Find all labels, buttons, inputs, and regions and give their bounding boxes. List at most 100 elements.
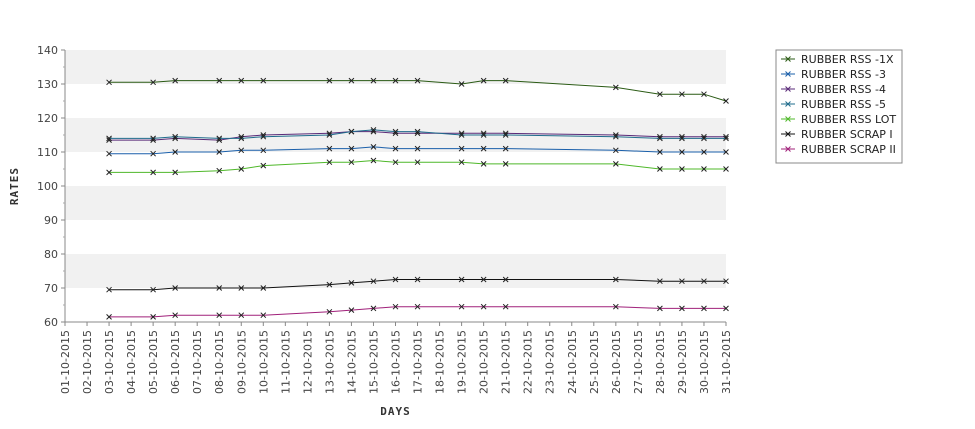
- data-point-marker: [348, 159, 355, 166]
- data-point-marker: [172, 169, 179, 176]
- legend-item: RUBBER RSS -3: [781, 68, 886, 81]
- data-point-marker: [480, 161, 487, 167]
- legend-label: RUBBER RSS -3: [801, 68, 886, 81]
- data-point-marker: [502, 303, 509, 310]
- data-point-marker: [392, 145, 399, 152]
- data-point-marker: [458, 132, 465, 138]
- data-point-marker: [348, 280, 355, 286]
- data-point-marker: [260, 147, 267, 154]
- data-point-marker: [392, 276, 399, 283]
- data-point-marker: [326, 77, 333, 84]
- x-tick-label: 20-10-2015: [478, 330, 491, 394]
- data-point-marker: [370, 305, 377, 312]
- data-point-marker: [238, 147, 245, 154]
- data-point-marker: [106, 135, 112, 142]
- data-point-marker: [458, 276, 465, 283]
- data-point-marker: [723, 135, 729, 142]
- data-point-marker: [612, 303, 619, 310]
- x-tick-label: 13-10-2015: [323, 330, 336, 394]
- data-point-marker: [480, 303, 487, 310]
- data-point-marker: [216, 135, 223, 142]
- series-1: [106, 77, 729, 104]
- legend: RUBBER RSS -1X RUBBER RSS -3 RUBBER RSS -4…: [775, 49, 903, 164]
- grid-band: [65, 84, 726, 118]
- x-tick-label: 11-10-2015: [279, 330, 292, 394]
- x-tick-label: 21-10-2015: [500, 330, 513, 394]
- legend-item: RUBBER SCRAP II: [781, 143, 896, 156]
- x-tick-label: 05-10-2015: [147, 330, 160, 394]
- data-point-marker: [679, 91, 685, 98]
- data-point-marker: [480, 132, 487, 138]
- data-point-marker: [701, 166, 707, 172]
- data-point-marker: [612, 147, 619, 154]
- x-tick-label: 19-10-2015: [456, 330, 469, 394]
- x-tick-label: 30-10-2015: [698, 330, 711, 394]
- data-point-marker: [348, 145, 355, 152]
- legend-label: RUBBER RSS -1X: [801, 53, 894, 66]
- data-point-marker: [679, 135, 685, 142]
- data-point-marker: [172, 133, 179, 140]
- y-tick-label: 140: [37, 44, 58, 57]
- legend-marker: [785, 131, 791, 137]
- legend-item: RUBBER RSS -4: [781, 83, 886, 96]
- x-tick-label: 06-10-2015: [169, 330, 182, 394]
- data-point-marker: [414, 276, 421, 283]
- series-5: [106, 157, 729, 176]
- y-tick-label: 90: [44, 214, 58, 227]
- x-tick-label: 02-10-2015: [81, 330, 94, 394]
- data-point-marker: [370, 127, 377, 133]
- data-point-marker: [480, 145, 487, 152]
- y-tick-label: 100: [37, 180, 58, 193]
- data-point-marker: [392, 303, 399, 310]
- data-point-marker: [414, 128, 421, 135]
- data-point-marker: [106, 286, 112, 293]
- x-tick-label: 25-10-2015: [588, 330, 601, 394]
- grid-bands: [65, 50, 726, 322]
- data-point-marker: [502, 276, 509, 283]
- data-point-marker: [260, 77, 267, 84]
- data-point-marker: [657, 305, 663, 312]
- data-point-marker: [238, 135, 245, 142]
- data-point-marker: [260, 162, 267, 169]
- x-tick-label: 01-10-2015: [59, 330, 72, 394]
- data-point-marker: [216, 167, 223, 174]
- x-tick-label: 08-10-2015: [213, 330, 226, 394]
- y-tick-label: 80: [44, 248, 58, 261]
- legend-marker: [785, 146, 791, 152]
- data-point-marker: [414, 145, 421, 152]
- legend-item: RUBBER RSS -5: [781, 98, 886, 111]
- data-point-marker: [701, 135, 707, 142]
- data-point-marker: [106, 314, 112, 320]
- grid-band: [65, 152, 726, 186]
- x-tick-label: 07-10-2015: [191, 330, 204, 394]
- data-point-marker: [150, 135, 156, 142]
- data-point-marker: [612, 161, 619, 167]
- data-point-marker: [260, 312, 267, 319]
- x-tick-label: 26-10-2015: [610, 330, 623, 394]
- data-point-marker: [502, 145, 509, 152]
- data-point-marker: [172, 149, 179, 155]
- y-axis-title: RATES: [8, 167, 21, 205]
- data-point-marker: [657, 135, 663, 142]
- data-point-marker: [172, 77, 179, 84]
- x-tick-label: 24-10-2015: [566, 330, 579, 394]
- series-7: [106, 303, 729, 320]
- series-layer: [106, 77, 729, 320]
- x-tick-label: 04-10-2015: [125, 330, 138, 394]
- data-point-marker: [723, 278, 729, 285]
- data-point-marker: [392, 128, 399, 135]
- data-point-marker: [326, 145, 333, 152]
- data-point-marker: [679, 149, 685, 155]
- data-point-marker: [480, 77, 487, 84]
- grid-band: [65, 254, 726, 288]
- data-point-marker: [458, 145, 465, 152]
- x-tick-label: 28-10-2015: [654, 330, 667, 394]
- data-point-marker: [701, 149, 707, 155]
- data-point-marker: [612, 133, 619, 140]
- data-point-marker: [216, 77, 223, 84]
- data-point-marker: [172, 312, 179, 319]
- data-point-marker: [370, 77, 377, 84]
- data-point-marker: [414, 303, 421, 310]
